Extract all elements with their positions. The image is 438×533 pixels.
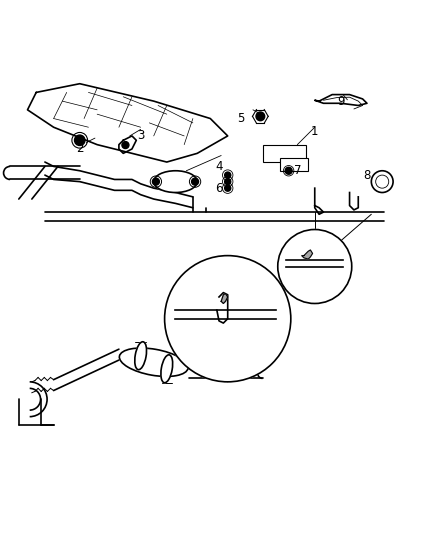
- FancyBboxPatch shape: [262, 144, 306, 162]
- Text: 8: 8: [363, 168, 371, 182]
- Ellipse shape: [154, 171, 197, 192]
- Circle shape: [256, 112, 265, 120]
- Text: 6: 6: [215, 182, 223, 195]
- Text: 7: 7: [293, 164, 301, 177]
- Text: 1: 1: [311, 125, 318, 138]
- Ellipse shape: [161, 355, 173, 383]
- Text: 3: 3: [137, 130, 145, 142]
- Polygon shape: [302, 250, 313, 259]
- Circle shape: [165, 256, 291, 382]
- Circle shape: [285, 167, 292, 174]
- Circle shape: [152, 178, 159, 185]
- Circle shape: [376, 175, 389, 188]
- Ellipse shape: [135, 342, 147, 370]
- Circle shape: [371, 171, 393, 192]
- Circle shape: [74, 135, 85, 146]
- Polygon shape: [221, 294, 228, 303]
- Circle shape: [122, 142, 129, 149]
- Text: 4: 4: [215, 160, 223, 173]
- Circle shape: [191, 178, 198, 185]
- Circle shape: [225, 179, 231, 184]
- Circle shape: [225, 172, 231, 178]
- Circle shape: [278, 230, 352, 303]
- Circle shape: [225, 185, 231, 191]
- Text: 9: 9: [337, 95, 345, 108]
- Text: 2: 2: [76, 142, 84, 156]
- Bar: [280, 158, 308, 171]
- Ellipse shape: [119, 348, 188, 376]
- Text: 5: 5: [237, 112, 244, 125]
